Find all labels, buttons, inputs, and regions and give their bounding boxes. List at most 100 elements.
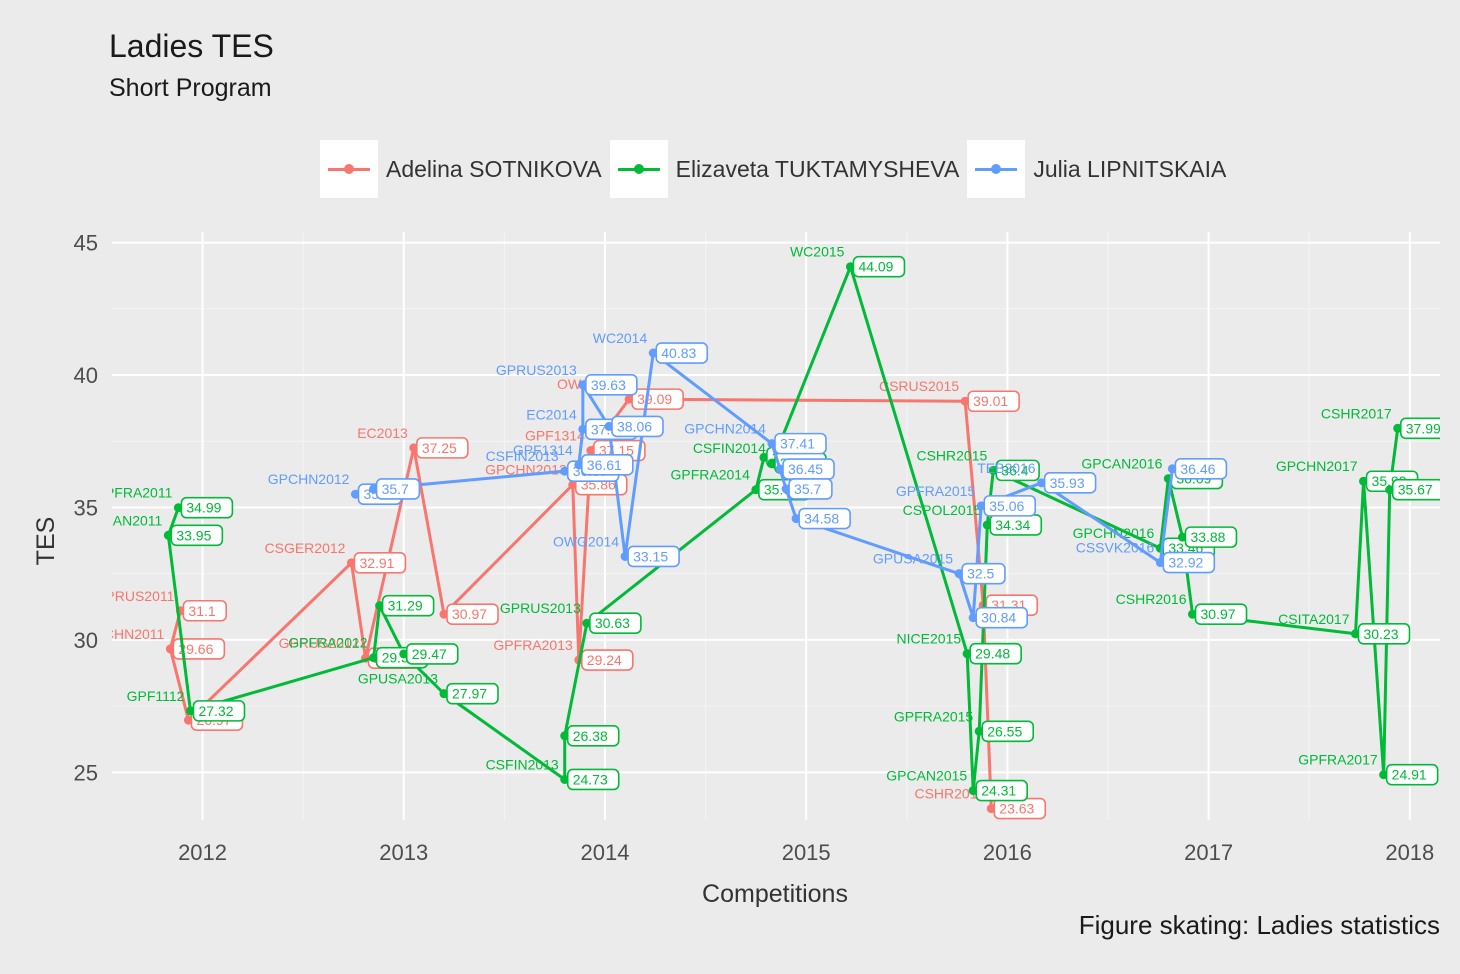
value-label-box <box>172 638 226 660</box>
value-label-box <box>180 496 234 519</box>
value-label-box <box>566 724 620 747</box>
value-label: 34.34 <box>995 517 1030 533</box>
value-label-box <box>1399 417 1440 440</box>
value-label: 35.93 <box>1050 475 1085 491</box>
competition-label: CSHR2015 <box>916 447 987 463</box>
competition-label: GPCAN2015 <box>886 768 967 784</box>
value-label-box <box>655 342 709 364</box>
y-tick-label: 40 <box>74 363 98 388</box>
value-label-box <box>381 594 435 617</box>
value-label-box <box>1184 526 1238 548</box>
competition-label: CSRUS2015 <box>879 378 959 394</box>
value-label: 24.31 <box>981 783 1016 799</box>
value-label: 40.83 <box>661 345 696 361</box>
value-label: 35.67 <box>1398 482 1433 498</box>
value-label-box <box>446 682 499 705</box>
value-label-box <box>589 612 642 635</box>
value-label: 36.45 <box>788 461 823 477</box>
competition-label: PFRA2011 <box>105 485 173 501</box>
competition-label: GPF1112 <box>127 688 185 704</box>
value-label: 31.1 <box>188 603 215 619</box>
value-label: 29.66 <box>178 641 213 657</box>
competition-label: GPCHN2017 <box>1276 458 1358 474</box>
value-label: 39.01 <box>973 393 1008 409</box>
x-tick-label: 2016 <box>983 840 1032 865</box>
y-axis-title: TES <box>32 517 60 566</box>
value-label: 26.38 <box>573 728 608 744</box>
competition-label: WC2014 <box>593 330 648 346</box>
value-label: 33.15 <box>633 548 668 564</box>
value-label: 24.91 <box>1392 767 1427 783</box>
x-tick-label: 2015 <box>782 840 831 865</box>
competition-label: GPFRA2015 <box>896 483 976 499</box>
legend-key-lipnitskaia <box>967 140 1026 198</box>
value-label-box <box>1385 763 1439 786</box>
value-label-box <box>1174 457 1228 480</box>
value-label: 32.91 <box>359 555 394 571</box>
value-label: 31.29 <box>388 598 423 614</box>
competition-label: CHN2011 <box>104 626 165 642</box>
legend-item-sotnikova: Adelina SOTNIKOVA <box>320 140 602 198</box>
x-axis-title: Competitions <box>702 880 848 908</box>
legend-item-tuktamysheva: Elizaveta TUKTAMYSHEVA <box>609 140 959 198</box>
value-label-box <box>961 562 1006 585</box>
value-label: 35.7 <box>794 481 821 497</box>
legend-item-lipnitskaia: Julia LIPNITSKAIA <box>967 140 1226 198</box>
y-tick-label: 30 <box>74 628 98 653</box>
competition-label: CSITA2017 <box>1278 611 1350 627</box>
competition-label: GPFRA2013 <box>493 637 573 653</box>
value-label-box <box>975 606 1028 629</box>
competition-label: GPUSA2013 <box>358 671 438 687</box>
series-line <box>166 265 1400 793</box>
value-label: 37.99 <box>1406 420 1441 436</box>
x-tick-label: 2018 <box>1385 840 1434 865</box>
competition-label: GPRUS2012 <box>279 635 360 651</box>
value-label-box <box>581 454 634 476</box>
y-tick-label: 35 <box>74 495 98 520</box>
legend: Adelina SOTNIKOVA Elizaveta TUKTAMYSHEVA… <box>320 140 1234 198</box>
competition-label: CSFIN2013 <box>486 448 559 464</box>
series-julia-lipnitskaia: GPCHN201235.535.7CSFIN201336.37GPF131436… <box>268 330 1228 629</box>
grid <box>112 232 1440 820</box>
value-label: 29.48 <box>975 646 1010 662</box>
value-label: 32.5 <box>967 566 994 582</box>
value-label-box <box>983 495 1037 517</box>
value-label: 44.09 <box>858 259 893 275</box>
competition-label: GPCHN2016 <box>1073 525 1155 541</box>
value-label-box <box>627 545 680 568</box>
value-label: 33.88 <box>1190 529 1225 545</box>
series-line <box>168 397 993 809</box>
x-tick-label: 2014 <box>580 840 629 865</box>
x-tick-label: 2012 <box>178 840 227 865</box>
competition-label: CSGER2012 <box>265 540 346 556</box>
competition-label: CSSVK2016 <box>1076 540 1155 556</box>
y-tick-label: 25 <box>74 760 98 785</box>
x-tick-label: 2017 <box>1184 840 1233 865</box>
value-label: 36.61 <box>587 457 622 473</box>
value-label: 36.46 <box>1180 461 1215 477</box>
value-label-box <box>969 642 1022 665</box>
value-label: 35.7 <box>382 481 409 497</box>
value-label: 33.95 <box>176 527 211 543</box>
legend-key-sotnikova <box>320 140 378 198</box>
legend-label-sotnikova: Adelina SOTNIKOVA <box>386 155 602 182</box>
competition-label: EC2013 <box>357 425 408 441</box>
competition-label: GPFRA2015 <box>894 708 974 724</box>
competition-label: EC2014 <box>526 406 577 422</box>
competition-label: GPRUS2013 <box>500 600 581 616</box>
value-label-box <box>170 524 224 547</box>
value-label-box <box>1357 622 1411 645</box>
competition-label: WC2015 <box>790 244 845 260</box>
value-label-box <box>1162 551 1216 574</box>
value-label: 27.97 <box>452 686 487 702</box>
competition-label: NICE2015 <box>897 631 962 647</box>
value-label-box <box>182 599 228 622</box>
value-label-box <box>581 649 634 671</box>
value-label-box <box>416 437 469 459</box>
competition-label: OWG2014 <box>553 533 619 549</box>
competition-label: GPF1314 <box>513 442 573 458</box>
competition-label: CSHR2015 <box>914 786 985 802</box>
value-label: 37.41 <box>780 436 815 452</box>
